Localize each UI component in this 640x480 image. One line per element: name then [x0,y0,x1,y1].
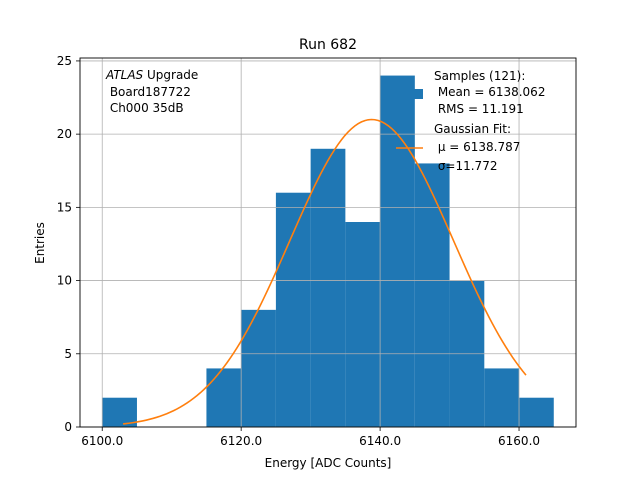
legend: Samples (121): Mean = 6138.062 RMS = 11.… [396,69,545,173]
legend-hist-line-1: Samples (121): [434,69,525,83]
histogram-bar [414,163,450,427]
histogram-bars [102,75,554,428]
x-axis-label: Energy [ADC Counts] [265,456,392,470]
y-tick-label: 15 [57,200,72,214]
legend-fit-line-2: μ = 6138.787 [434,140,520,154]
gaussian-fit-curve [122,118,527,425]
y-axis-label: Entries [33,222,47,264]
annotation-line-3: Ch000 35dB [106,101,184,115]
y-axis-ticks: 0 5 10 15 20 25 [57,54,80,434]
x-tick-label: 6120.0 [220,434,262,448]
x-axis-ticks: 6100.0 6120.0 6140.0 6160.0 [81,427,540,448]
y-tick-label: 10 [57,274,72,288]
x-tick-label: 6100.0 [81,434,123,448]
histogram-bar [206,368,242,427]
annotation-atlas: ATLAS [105,68,144,82]
histogram-bar [519,397,554,427]
histogram-bar [241,309,276,427]
annotation-line-1: ATLAS Upgrade [105,68,198,82]
y-tick-label: 20 [57,127,72,141]
histogram-bar [380,75,415,428]
histogram-bar [310,148,346,428]
histogram-bar [345,222,381,427]
chart-title: Run 682 [299,37,357,53]
legend-hist-line-3: RMS = 11.191 [434,102,524,116]
legend-fit-line-3: σ=11.772 [434,159,497,173]
y-tick-label: 25 [57,54,72,68]
x-tick-label: 6160.0 [498,434,540,448]
legend-fit-line-1: Gaussian Fit: [434,122,511,136]
histogram-bar [484,368,520,427]
legend-histogram-swatch [396,89,423,99]
annotation-line-2: Board187722 [106,85,191,99]
legend-hist-line-2: Mean = 6138.062 [434,85,545,99]
annotation-upgrade: Upgrade [143,68,198,82]
x-tick-label: 6140.0 [359,434,401,448]
atlas-annotation: ATLAS Upgrade Board187722 Ch000 35dB [105,68,198,115]
y-tick-label: 5 [64,347,72,361]
y-tick-label: 0 [64,420,72,434]
axes-frame [79,57,577,428]
histogram-bar [275,192,311,427]
